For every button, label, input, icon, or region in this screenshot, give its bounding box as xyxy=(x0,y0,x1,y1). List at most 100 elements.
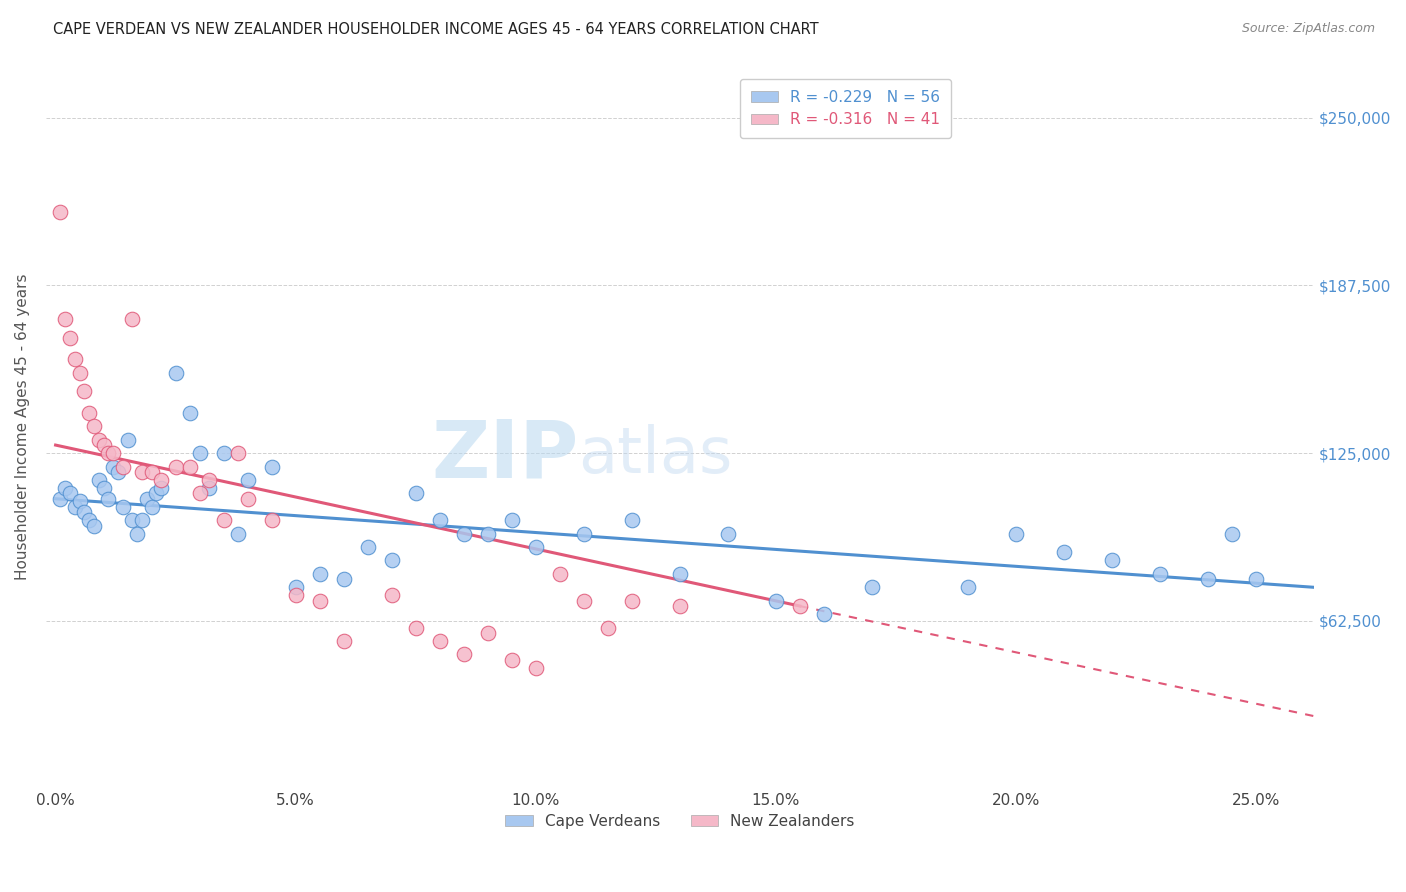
Point xyxy=(93,481,115,495)
Point xyxy=(150,473,173,487)
Point xyxy=(572,526,595,541)
Point xyxy=(121,513,143,527)
Point xyxy=(381,588,404,602)
Point xyxy=(453,648,475,662)
Point xyxy=(236,491,259,506)
Point xyxy=(131,513,153,527)
Point xyxy=(121,312,143,326)
Text: Source: ZipAtlas.com: Source: ZipAtlas.com xyxy=(1241,22,1375,36)
Point xyxy=(53,312,76,326)
Point xyxy=(284,580,307,594)
Point xyxy=(308,566,330,581)
Point xyxy=(717,526,740,541)
Point xyxy=(87,473,110,487)
Point xyxy=(188,486,211,500)
Point xyxy=(188,446,211,460)
Point xyxy=(73,505,96,519)
Point xyxy=(141,500,163,514)
Point xyxy=(179,459,201,474)
Point xyxy=(131,465,153,479)
Point xyxy=(53,481,76,495)
Point xyxy=(236,473,259,487)
Point xyxy=(141,465,163,479)
Point xyxy=(1101,553,1123,567)
Point xyxy=(477,626,499,640)
Point xyxy=(956,580,979,594)
Point xyxy=(1005,526,1028,541)
Point xyxy=(83,518,105,533)
Point xyxy=(1220,526,1243,541)
Point xyxy=(453,526,475,541)
Point xyxy=(813,607,835,621)
Point xyxy=(87,433,110,447)
Point xyxy=(135,491,157,506)
Point xyxy=(501,513,523,527)
Point xyxy=(1244,572,1267,586)
Point xyxy=(198,473,221,487)
Text: CAPE VERDEAN VS NEW ZEALANDER HOUSEHOLDER INCOME AGES 45 - 64 YEARS CORRELATION : CAPE VERDEAN VS NEW ZEALANDER HOUSEHOLDE… xyxy=(53,22,820,37)
Point xyxy=(165,459,187,474)
Point xyxy=(669,599,692,613)
Point xyxy=(429,634,451,648)
Point xyxy=(179,406,201,420)
Point xyxy=(620,593,643,607)
Point xyxy=(198,481,221,495)
Point xyxy=(212,446,235,460)
Point xyxy=(107,465,129,479)
Point xyxy=(127,526,149,541)
Text: atlas: atlas xyxy=(578,425,733,486)
Point xyxy=(1197,572,1219,586)
Point xyxy=(405,486,427,500)
Text: ZIP: ZIP xyxy=(432,417,578,494)
Point xyxy=(97,491,120,506)
Point xyxy=(69,366,91,380)
Point xyxy=(150,481,173,495)
Point xyxy=(260,459,283,474)
Point xyxy=(69,494,91,508)
Point xyxy=(49,491,72,506)
Point xyxy=(226,446,249,460)
Point xyxy=(59,486,82,500)
Point xyxy=(63,500,86,514)
Legend: Cape Verdeans, New Zealanders: Cape Verdeans, New Zealanders xyxy=(499,808,860,835)
Point xyxy=(789,599,811,613)
Point xyxy=(524,661,547,675)
Point xyxy=(165,366,187,380)
Point xyxy=(49,204,72,219)
Point xyxy=(59,331,82,345)
Point xyxy=(669,566,692,581)
Point xyxy=(212,513,235,527)
Point xyxy=(83,419,105,434)
Point xyxy=(260,513,283,527)
Point xyxy=(332,572,354,586)
Point xyxy=(429,513,451,527)
Point xyxy=(405,621,427,635)
Point xyxy=(381,553,404,567)
Point xyxy=(63,352,86,367)
Point xyxy=(103,446,125,460)
Point xyxy=(145,486,167,500)
Point xyxy=(97,446,120,460)
Point xyxy=(73,384,96,399)
Point xyxy=(332,634,354,648)
Y-axis label: Householder Income Ages 45 - 64 years: Householder Income Ages 45 - 64 years xyxy=(15,273,30,580)
Point xyxy=(501,653,523,667)
Point xyxy=(308,593,330,607)
Point xyxy=(103,459,125,474)
Point xyxy=(1149,566,1171,581)
Point xyxy=(477,526,499,541)
Point xyxy=(77,406,100,420)
Point xyxy=(284,588,307,602)
Point xyxy=(117,433,139,447)
Point xyxy=(93,438,115,452)
Point xyxy=(765,593,787,607)
Point xyxy=(524,540,547,554)
Point xyxy=(226,526,249,541)
Point xyxy=(620,513,643,527)
Point xyxy=(860,580,883,594)
Point xyxy=(1053,545,1076,559)
Point xyxy=(77,513,100,527)
Point xyxy=(572,593,595,607)
Point xyxy=(111,500,134,514)
Point xyxy=(357,540,380,554)
